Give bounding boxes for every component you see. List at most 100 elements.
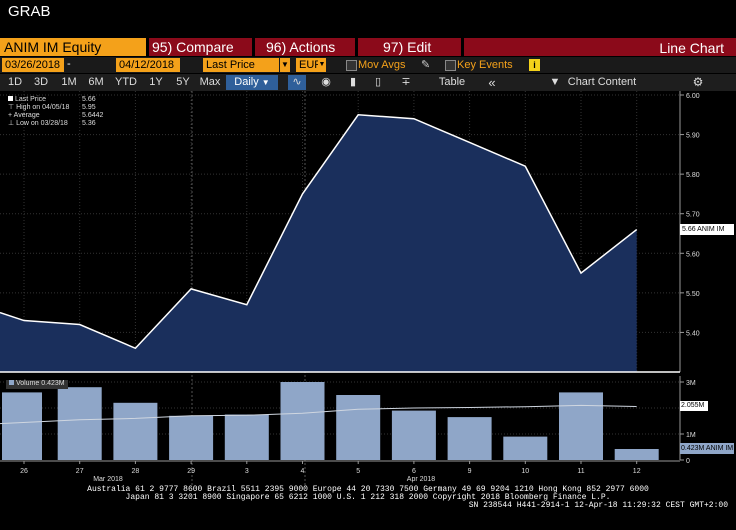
start-date-field[interactable]: 03/26/2018 (2, 58, 64, 72)
range-bar (0, 57, 736, 73)
edit-menu[interactable]: 97) Edit ▼ (383, 38, 461, 72)
separator (252, 38, 255, 56)
chart-content-button[interactable]: Chart Content (567, 76, 637, 88)
volume-average-tag: 2.055M (680, 401, 708, 411)
period-6m-button[interactable]: 6M (88, 76, 104, 88)
volume-bar (447, 417, 492, 460)
window-title: GRAB (8, 3, 51, 20)
x-tick-label: 5 (356, 468, 360, 475)
volume-bar (559, 392, 603, 460)
frequency-select[interactable]: Daily ▼ (226, 75, 278, 90)
field-select[interactable]: Last Price (203, 58, 279, 72)
actions-menu[interactable]: 96) Actions ▼ (266, 38, 354, 72)
legend-last-price-value: 5.66 (82, 96, 96, 103)
legend-low: ⊥ Low on 03/28/18 5.36 (8, 120, 108, 128)
volume-bar (614, 449, 659, 460)
volume-bars (2, 382, 659, 460)
currency-field[interactable]: EUR (296, 58, 322, 72)
collapse-icon[interactable]: « (488, 75, 496, 90)
volume-tick-label: 1M (686, 432, 696, 439)
legend-high-label: High on 04/05/18 (16, 104, 70, 111)
volume-bar (224, 414, 269, 460)
footer-line-1: Australia 61 2 9777 8600 Brazil 5511 239… (87, 485, 649, 494)
period-1m-button[interactable]: 1M (61, 76, 77, 88)
x-tick-label: 6 (412, 468, 416, 475)
x-tick-label: 4 (301, 468, 305, 475)
volume-legend-label: Volume 0.423M (15, 380, 65, 387)
price-tick-label: 5.60 (686, 251, 700, 258)
chart-type-label: Line Chart (659, 40, 724, 56)
mov-avgs-checkbox[interactable] (346, 60, 357, 71)
security-field[interactable]: ANIM IM Equity (0, 38, 146, 56)
gear-icon[interactable]: ⚙ (692, 75, 704, 89)
key-events-checkbox[interactable] (445, 60, 456, 71)
period-ytd-button[interactable]: YTD (115, 76, 137, 88)
pencil-icon[interactable]: ✎ (421, 59, 431, 71)
compare-menu-label: Compare (176, 39, 234, 55)
separator (146, 38, 149, 56)
field-dropdown-icon[interactable]: ▼ (280, 58, 290, 72)
volume-bar (2, 392, 42, 460)
footer-line-2: Japan 81 3 3201 8900 Singapore 65 6212 1… (125, 493, 611, 502)
period-max-button[interactable]: Max (199, 76, 221, 88)
command-bar (0, 38, 736, 56)
legend-average-value: 5.6442 (82, 112, 104, 119)
x-tick-label: 29 (187, 468, 195, 475)
table-button[interactable]: Table (438, 76, 466, 88)
footer-line-3: SN 238544 H441-2914-1 12-Apr-18 11:29:32… (468, 501, 728, 510)
actions-menu-number: 96) (266, 39, 287, 55)
x-tick-label: 9 (468, 468, 472, 475)
price-legend: Last Price 5.66 ⊤ High on 04/05/18 5.95 … (8, 96, 108, 128)
volume-moving-average-line (0, 404, 637, 425)
volume-bar (336, 395, 381, 460)
annotation-icon[interactable]: ∓ (401, 76, 411, 88)
price-line (0, 114, 638, 350)
volume-bar (391, 410, 436, 460)
period-5y-button[interactable]: 5Y (176, 76, 190, 88)
legend-average-label: Average (13, 112, 40, 119)
end-date-field[interactable]: 04/12/2018 (116, 58, 180, 72)
x-month-label: Mar 2018 (93, 476, 123, 483)
average-marker-icon: + (8, 112, 13, 119)
x-tick-label: 10 (521, 468, 529, 475)
volume-bar (280, 382, 325, 460)
legend-square-icon (9, 380, 14, 385)
period-3d-button[interactable]: 3D (33, 76, 49, 88)
x-month-label: Apr 2018 (407, 476, 436, 483)
compare-menu[interactable]: 95) Compare (152, 38, 252, 56)
actions-menu-label: Actions (289, 39, 336, 55)
key-events-label: Key Events (457, 59, 513, 71)
high-marker-icon: ⊤ (8, 104, 15, 111)
volume-bar (57, 387, 102, 460)
mountain-chart-icon[interactable]: ◉ (321, 76, 331, 88)
volume-legend: Volume 0.423M (6, 380, 68, 389)
range-dash: - (67, 58, 71, 70)
period-1y-button[interactable]: 1Y (149, 76, 163, 88)
info-icon[interactable]: i (529, 59, 540, 71)
price-tag: 5.66 ANIM IM (680, 224, 734, 235)
volume-tick-label: 3M (686, 380, 696, 387)
candle-chart-icon[interactable]: ▯ (374, 76, 382, 88)
frequency-label: Daily (234, 76, 259, 88)
price-tick-label: 5.50 (686, 291, 700, 298)
bar-chart-icon[interactable]: ▮ (349, 76, 357, 88)
chart-content-icon[interactable]: ▼ (549, 76, 561, 88)
legend-low-value: 5.36 (82, 120, 96, 127)
x-tick-label: 26 (20, 468, 28, 475)
separator (355, 38, 358, 56)
volume-bar (169, 415, 214, 460)
volume-tag: 0.423M ANIM IM (680, 443, 734, 454)
volume-bar (503, 436, 548, 460)
price-tick-label: 5.70 (686, 212, 700, 219)
dropdown-arrow-icon: ▼ (261, 78, 270, 87)
period-1d-button[interactable]: 1D (7, 76, 23, 88)
x-tick-label: 12 (633, 468, 641, 475)
edit-menu-label: Edit (407, 39, 432, 55)
currency-dropdown-icon[interactable]: ▼ (318, 58, 326, 72)
low-marker-icon: ⊥ (8, 120, 15, 127)
legend-average: + Average 5.6442 (8, 112, 108, 120)
edit-menu-number: 97) (383, 39, 404, 55)
compare-menu-number: 95) (152, 39, 173, 55)
line-chart-icon[interactable]: ∿ (288, 75, 306, 90)
